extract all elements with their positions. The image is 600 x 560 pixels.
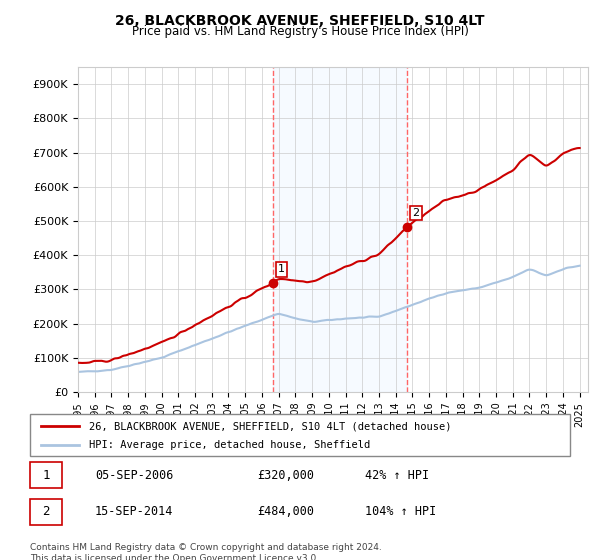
Text: £484,000: £484,000: [257, 505, 314, 518]
Text: 15-SEP-2014: 15-SEP-2014: [95, 505, 173, 518]
Text: 104% ↑ HPI: 104% ↑ HPI: [365, 505, 436, 518]
Text: 05-SEP-2006: 05-SEP-2006: [95, 469, 173, 482]
Text: HPI: Average price, detached house, Sheffield: HPI: Average price, detached house, Shef…: [89, 440, 371, 450]
Text: 1: 1: [278, 264, 285, 274]
FancyBboxPatch shape: [30, 414, 570, 456]
FancyBboxPatch shape: [30, 498, 62, 525]
Text: 42% ↑ HPI: 42% ↑ HPI: [365, 469, 429, 482]
FancyBboxPatch shape: [30, 462, 62, 488]
Text: Price paid vs. HM Land Registry's House Price Index (HPI): Price paid vs. HM Land Registry's House …: [131, 25, 469, 38]
Text: 26, BLACKBROOK AVENUE, SHEFFIELD, S10 4LT: 26, BLACKBROOK AVENUE, SHEFFIELD, S10 4L…: [115, 14, 485, 28]
Text: Contains HM Land Registry data © Crown copyright and database right 2024.
This d: Contains HM Land Registry data © Crown c…: [30, 543, 382, 560]
Text: 26, BLACKBROOK AVENUE, SHEFFIELD, S10 4LT (detached house): 26, BLACKBROOK AVENUE, SHEFFIELD, S10 4L…: [89, 421, 452, 431]
Text: £320,000: £320,000: [257, 469, 314, 482]
Text: 1: 1: [43, 469, 50, 482]
Bar: [273, 67, 407, 392]
Text: 2: 2: [43, 505, 50, 518]
Text: 2: 2: [412, 208, 419, 218]
